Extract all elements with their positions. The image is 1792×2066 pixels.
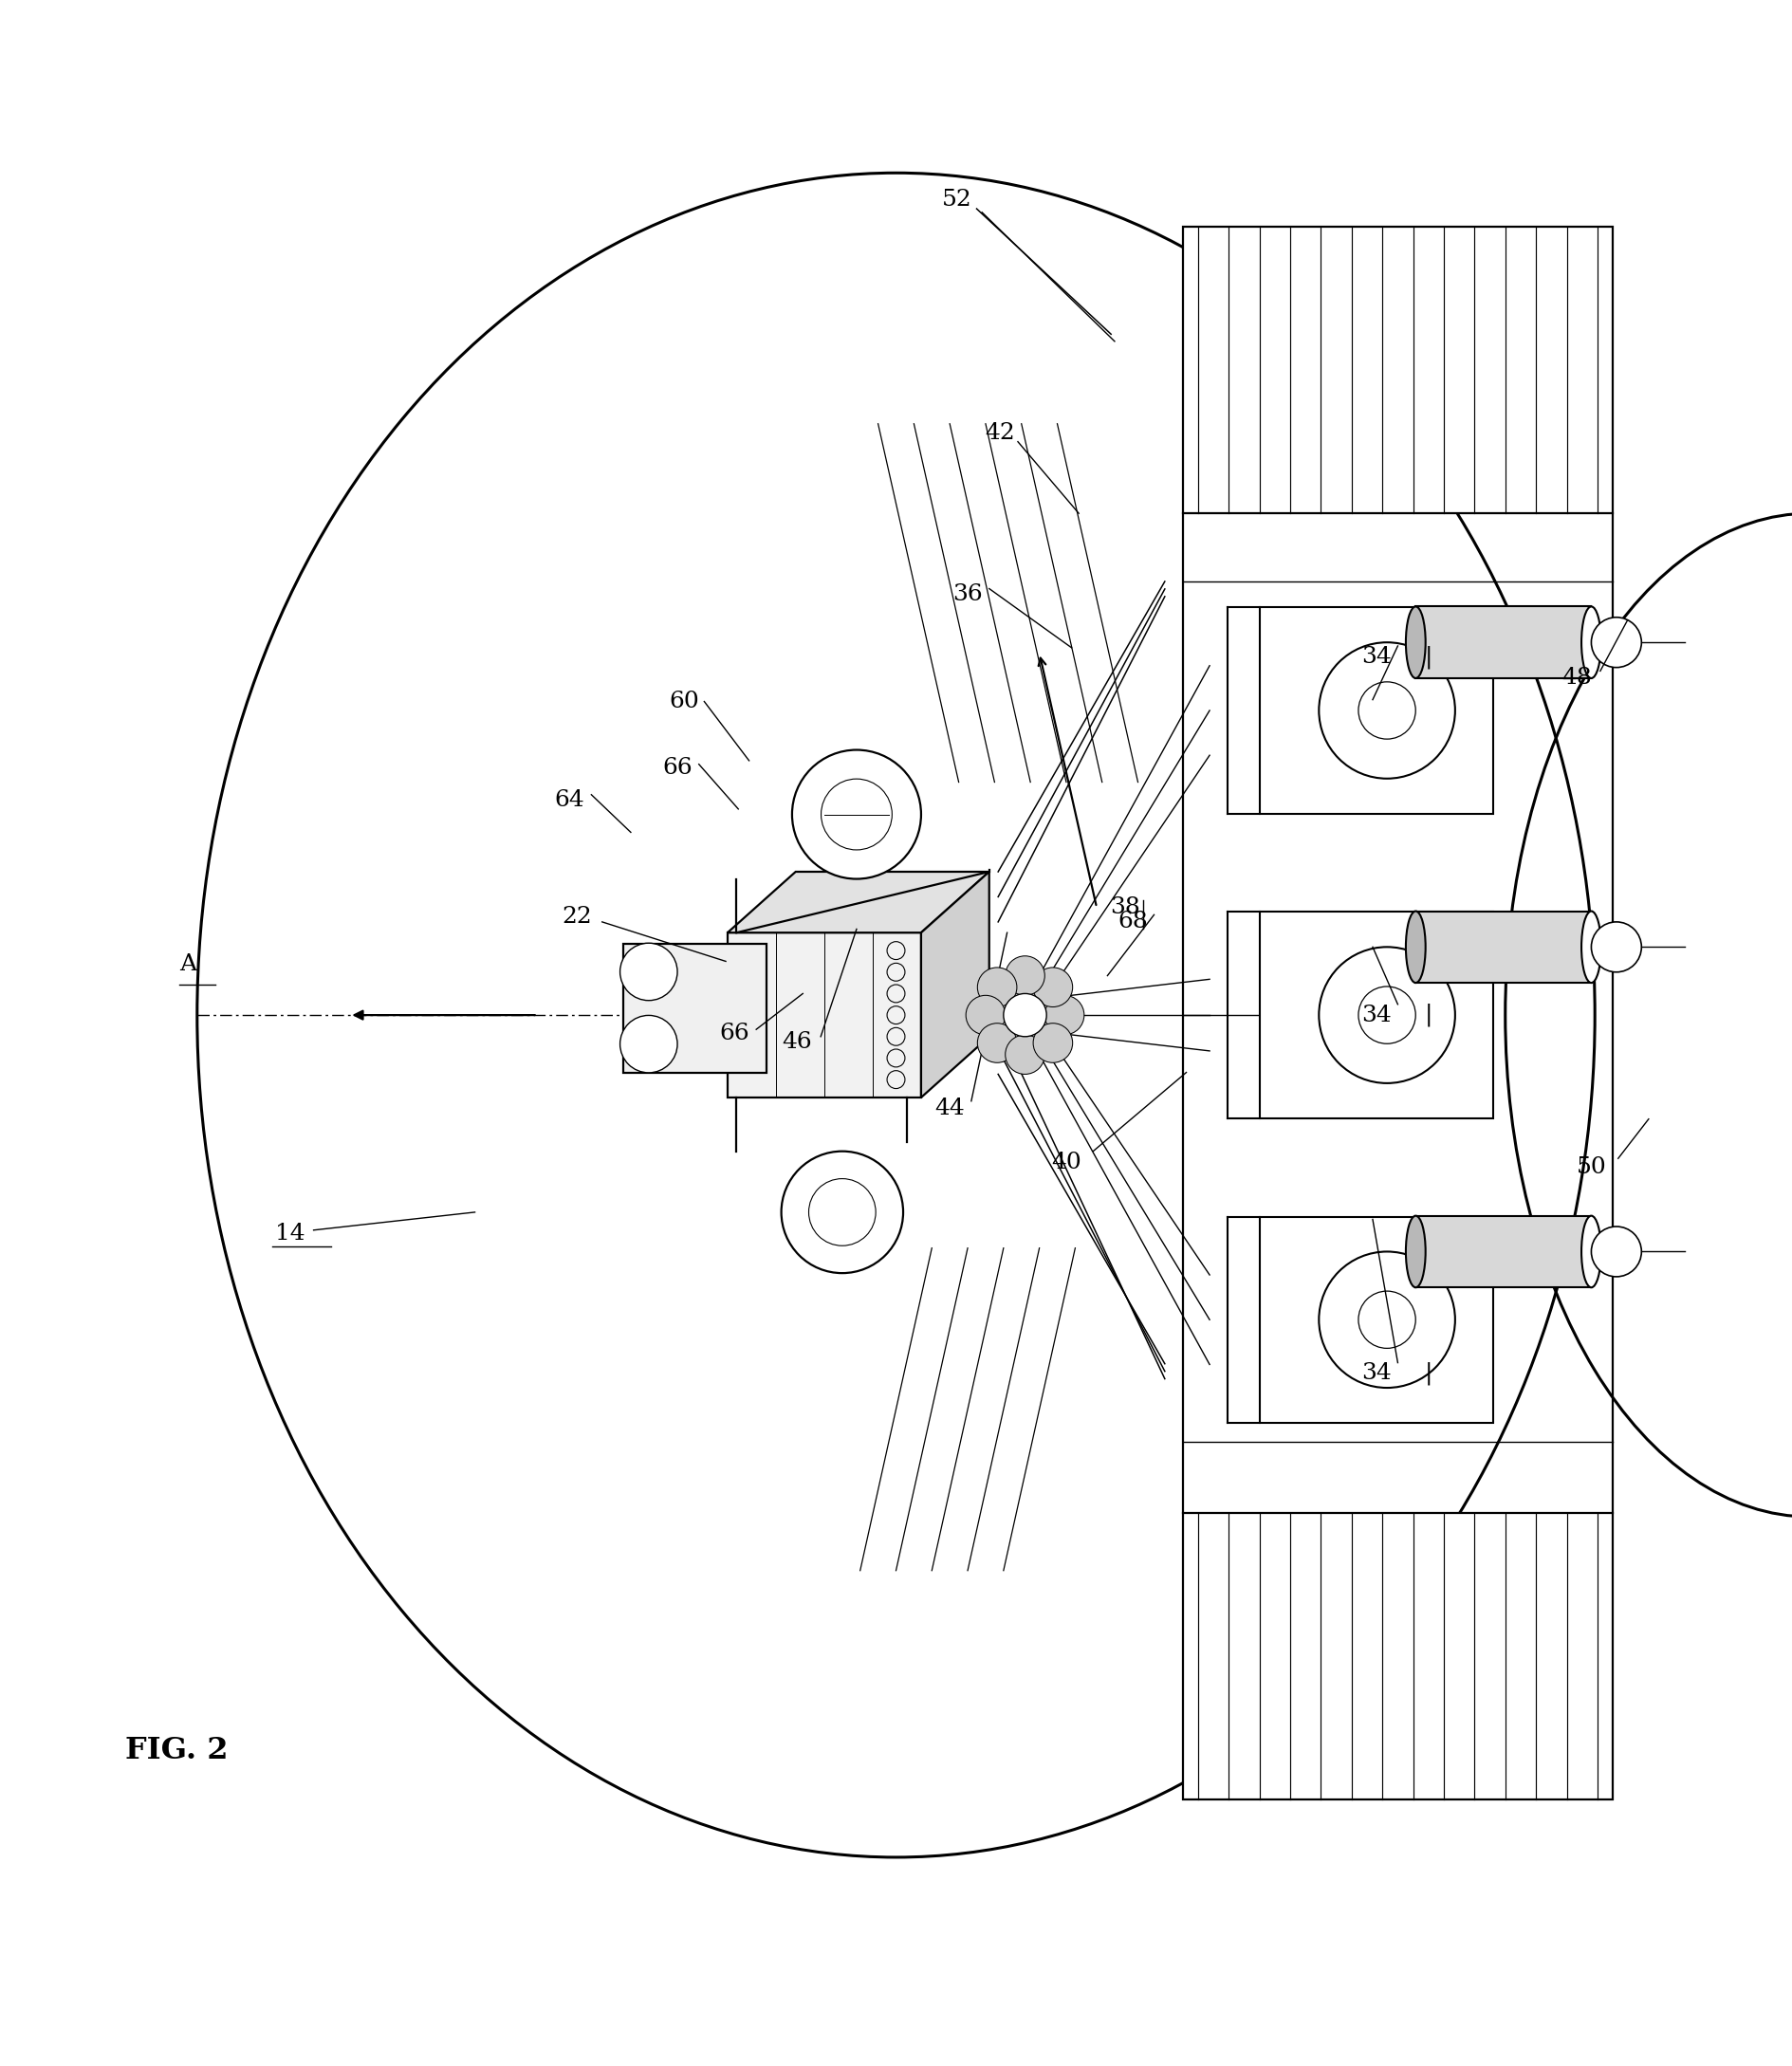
Bar: [1416, 911, 1591, 983]
Text: 42: 42: [986, 421, 1014, 444]
Text: |: |: [1425, 1361, 1432, 1384]
Text: |: |: [1425, 1004, 1432, 1027]
Bar: [1260, 607, 1493, 814]
Text: FIG. 2: FIG. 2: [125, 1735, 228, 1764]
Circle shape: [792, 750, 921, 878]
Circle shape: [1358, 985, 1416, 1043]
Ellipse shape: [1405, 1215, 1426, 1287]
Bar: [1260, 1217, 1493, 1423]
Ellipse shape: [1581, 607, 1602, 678]
Circle shape: [1319, 946, 1455, 1083]
Text: A: A: [179, 952, 197, 975]
Circle shape: [1005, 957, 1045, 996]
Text: 66: 66: [720, 1023, 749, 1043]
Bar: [1183, 1512, 1613, 1799]
Bar: [624, 944, 767, 1072]
Text: 48: 48: [1563, 667, 1591, 690]
Text: 52: 52: [943, 188, 971, 211]
Text: 34: 34: [1362, 1364, 1391, 1384]
Ellipse shape: [1405, 607, 1426, 678]
Text: 66: 66: [663, 756, 692, 779]
Text: 68: 68: [1118, 911, 1147, 934]
Text: 64: 64: [556, 789, 584, 812]
Circle shape: [1045, 996, 1084, 1035]
Bar: [1260, 911, 1493, 1118]
Text: 46: 46: [783, 1031, 812, 1054]
Text: 34: 34: [1362, 647, 1391, 667]
Bar: [1183, 227, 1613, 512]
Polygon shape: [728, 872, 989, 932]
Circle shape: [977, 967, 1016, 1006]
Circle shape: [1319, 1252, 1455, 1388]
Circle shape: [1004, 994, 1047, 1037]
Text: 50: 50: [1577, 1157, 1606, 1178]
Circle shape: [1358, 682, 1416, 740]
Circle shape: [1591, 1227, 1641, 1277]
Text: 14: 14: [276, 1223, 305, 1244]
Text: 44: 44: [935, 1097, 964, 1120]
Text: 22: 22: [563, 905, 591, 928]
Bar: [1416, 1215, 1591, 1287]
Circle shape: [620, 1014, 677, 1072]
Circle shape: [1034, 967, 1073, 1006]
Text: |: |: [1425, 645, 1432, 667]
Circle shape: [1591, 618, 1641, 667]
Ellipse shape: [197, 174, 1595, 1857]
Text: 40: 40: [1052, 1151, 1081, 1173]
Text: 38: 38: [1111, 897, 1140, 919]
Circle shape: [620, 942, 677, 1000]
Bar: [1416, 607, 1591, 678]
Circle shape: [1319, 643, 1455, 779]
Ellipse shape: [1581, 1215, 1602, 1287]
Circle shape: [1005, 1035, 1045, 1074]
Circle shape: [1358, 1291, 1416, 1349]
Ellipse shape: [1581, 911, 1602, 983]
Text: 36: 36: [953, 583, 982, 605]
Circle shape: [966, 996, 1005, 1035]
Circle shape: [781, 1151, 903, 1273]
Circle shape: [1591, 921, 1641, 973]
Ellipse shape: [1405, 911, 1426, 983]
Text: 60: 60: [670, 690, 699, 713]
Text: 34: 34: [1362, 1004, 1391, 1027]
Polygon shape: [921, 872, 989, 1097]
Circle shape: [1034, 1023, 1073, 1062]
Circle shape: [977, 1023, 1016, 1062]
Bar: [728, 932, 921, 1097]
